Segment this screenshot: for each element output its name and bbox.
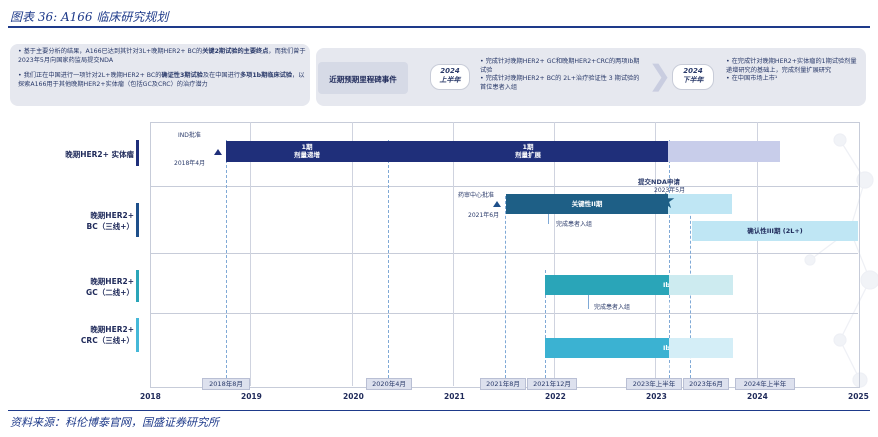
bar-gc-ib: Ib期 xyxy=(545,275,670,309)
milestone-pill-2024h2: 2024 下半年 xyxy=(672,64,714,90)
date-box: 2023年6月 xyxy=(683,378,729,390)
date-box: 2018年8月 xyxy=(202,378,250,390)
ind-approval-date: 2018年4月 xyxy=(174,160,206,167)
nda-label: 提交NDA申请 xyxy=(638,178,680,186)
row-marker-solid-tumor xyxy=(136,140,139,166)
cde-approval-date: 2021年6月 xyxy=(468,212,500,219)
triangle-marker-icon xyxy=(214,149,222,155)
chevron-right-icon: ❯ xyxy=(648,59,672,92)
enroll-complete-gc: 完成患者入组 xyxy=(594,304,631,311)
guide-2023-h1 xyxy=(669,140,670,378)
row-label-gc: 晚期HER2+ GC（二线+） xyxy=(86,277,134,297)
enroll-complete-bc: 完成患者入组 xyxy=(556,221,593,228)
date-box: 2021年8月 xyxy=(480,378,526,390)
row-separator-3 xyxy=(150,313,858,314)
enroll-connector xyxy=(548,214,549,224)
row-marker-gc xyxy=(136,270,139,302)
nda-date: 2023年5月 xyxy=(654,187,686,194)
caption-rule xyxy=(8,26,870,28)
gridline-2023 xyxy=(655,122,656,386)
bar-phase1-expansion-future xyxy=(668,141,780,162)
year-label: 2022 xyxy=(545,392,566,401)
row-label-bc: 晚期HER2+ BC（三线+） xyxy=(86,211,134,231)
milestone-pill-2024h1: 2024 上半年 xyxy=(430,64,470,90)
year-label: 2024 xyxy=(747,392,768,401)
bar-pivotal-phase2-future xyxy=(668,194,732,214)
row-label-solid-tumor: 晚期HER2+ 实体瘤 xyxy=(65,150,134,159)
figure-caption: 图表 36: A166 临床研究规划 xyxy=(10,10,169,24)
bar-crc-ib-future xyxy=(669,338,733,358)
triangle-marker-icon xyxy=(493,201,501,207)
year-label: 2020 xyxy=(343,392,364,401)
row-separator-1 xyxy=(150,186,858,187)
summary-panel xyxy=(10,44,310,106)
row-label-crc: 晚期HER2+ CRC（三线+） xyxy=(80,325,134,345)
year-label: 2025 xyxy=(848,392,869,401)
year-label: 2018 xyxy=(140,392,161,401)
bar-crc-ib: Ib期 xyxy=(545,338,670,372)
year-label: 2019 xyxy=(241,392,262,401)
ind-approval-label: IND批准 xyxy=(178,132,201,139)
star-milestone-icon: ★ xyxy=(656,189,676,214)
year-label: 2021 xyxy=(444,392,465,401)
footer-rule xyxy=(8,410,870,411)
gridline-2020 xyxy=(352,122,353,386)
row-marker-bc xyxy=(136,203,139,237)
gridline-2019 xyxy=(250,122,251,386)
cde-approval-label: 药审中心批准 xyxy=(458,192,495,199)
bar-confirmatory-phase3: 确认性III期 (2L+) xyxy=(692,221,858,241)
source-note: 资料来源：科伦博泰官网，国盛证券研究所 xyxy=(10,416,219,429)
date-box: 2024年上半年 xyxy=(735,378,795,390)
milestone-bullets-h2: • 在完成针对晚期HER2+实体瘤的1期试验剂量递增研究的基础上，完成剂量扩展研… xyxy=(726,58,857,83)
date-box: 2020年4月 xyxy=(366,378,412,390)
row-marker-crc xyxy=(136,318,139,352)
bar-gc-ib-future xyxy=(669,275,733,295)
gridline-2024 xyxy=(757,122,758,386)
date-box: 2021年12月 xyxy=(527,378,577,390)
gridline-2022 xyxy=(554,122,555,386)
bar-phase1-expansion: 1期 剂量扩展 xyxy=(388,141,668,162)
bar-phase1-escalation: 1期 剂量递增 xyxy=(226,141,388,162)
year-label: 2023 xyxy=(646,392,667,401)
date-box: 2023年上半年 xyxy=(626,378,682,390)
gridline-2021 xyxy=(453,122,454,386)
enroll-connector xyxy=(588,295,589,309)
milestone-bullets-h1: • 完成针对晚期HER2+ GC和晚期HER2+CRC的两项Ib期试验 • 完成… xyxy=(480,58,640,91)
guide-2021-dec xyxy=(545,270,546,378)
guide-2021-aug xyxy=(505,196,506,378)
milestone-label: 近期预期里程碑事件 xyxy=(329,75,397,84)
guide-2020-apr xyxy=(388,140,389,378)
row-separator-2 xyxy=(150,253,858,254)
bar-pivotal-phase2: 关键性II期 xyxy=(506,194,668,214)
summary-bullet-2: • 我们正在中国进行一项针对2L+晚期HER2+ BC的确证性3期试验及在中国进… xyxy=(18,72,305,88)
guide-2018-aug xyxy=(226,140,227,378)
milestone-label-box xyxy=(318,62,408,94)
summary-bullet-1: • 基于主要分析的结果，A166已达到其针对3L+晚期HER2+ BC的关键2期… xyxy=(18,48,306,64)
